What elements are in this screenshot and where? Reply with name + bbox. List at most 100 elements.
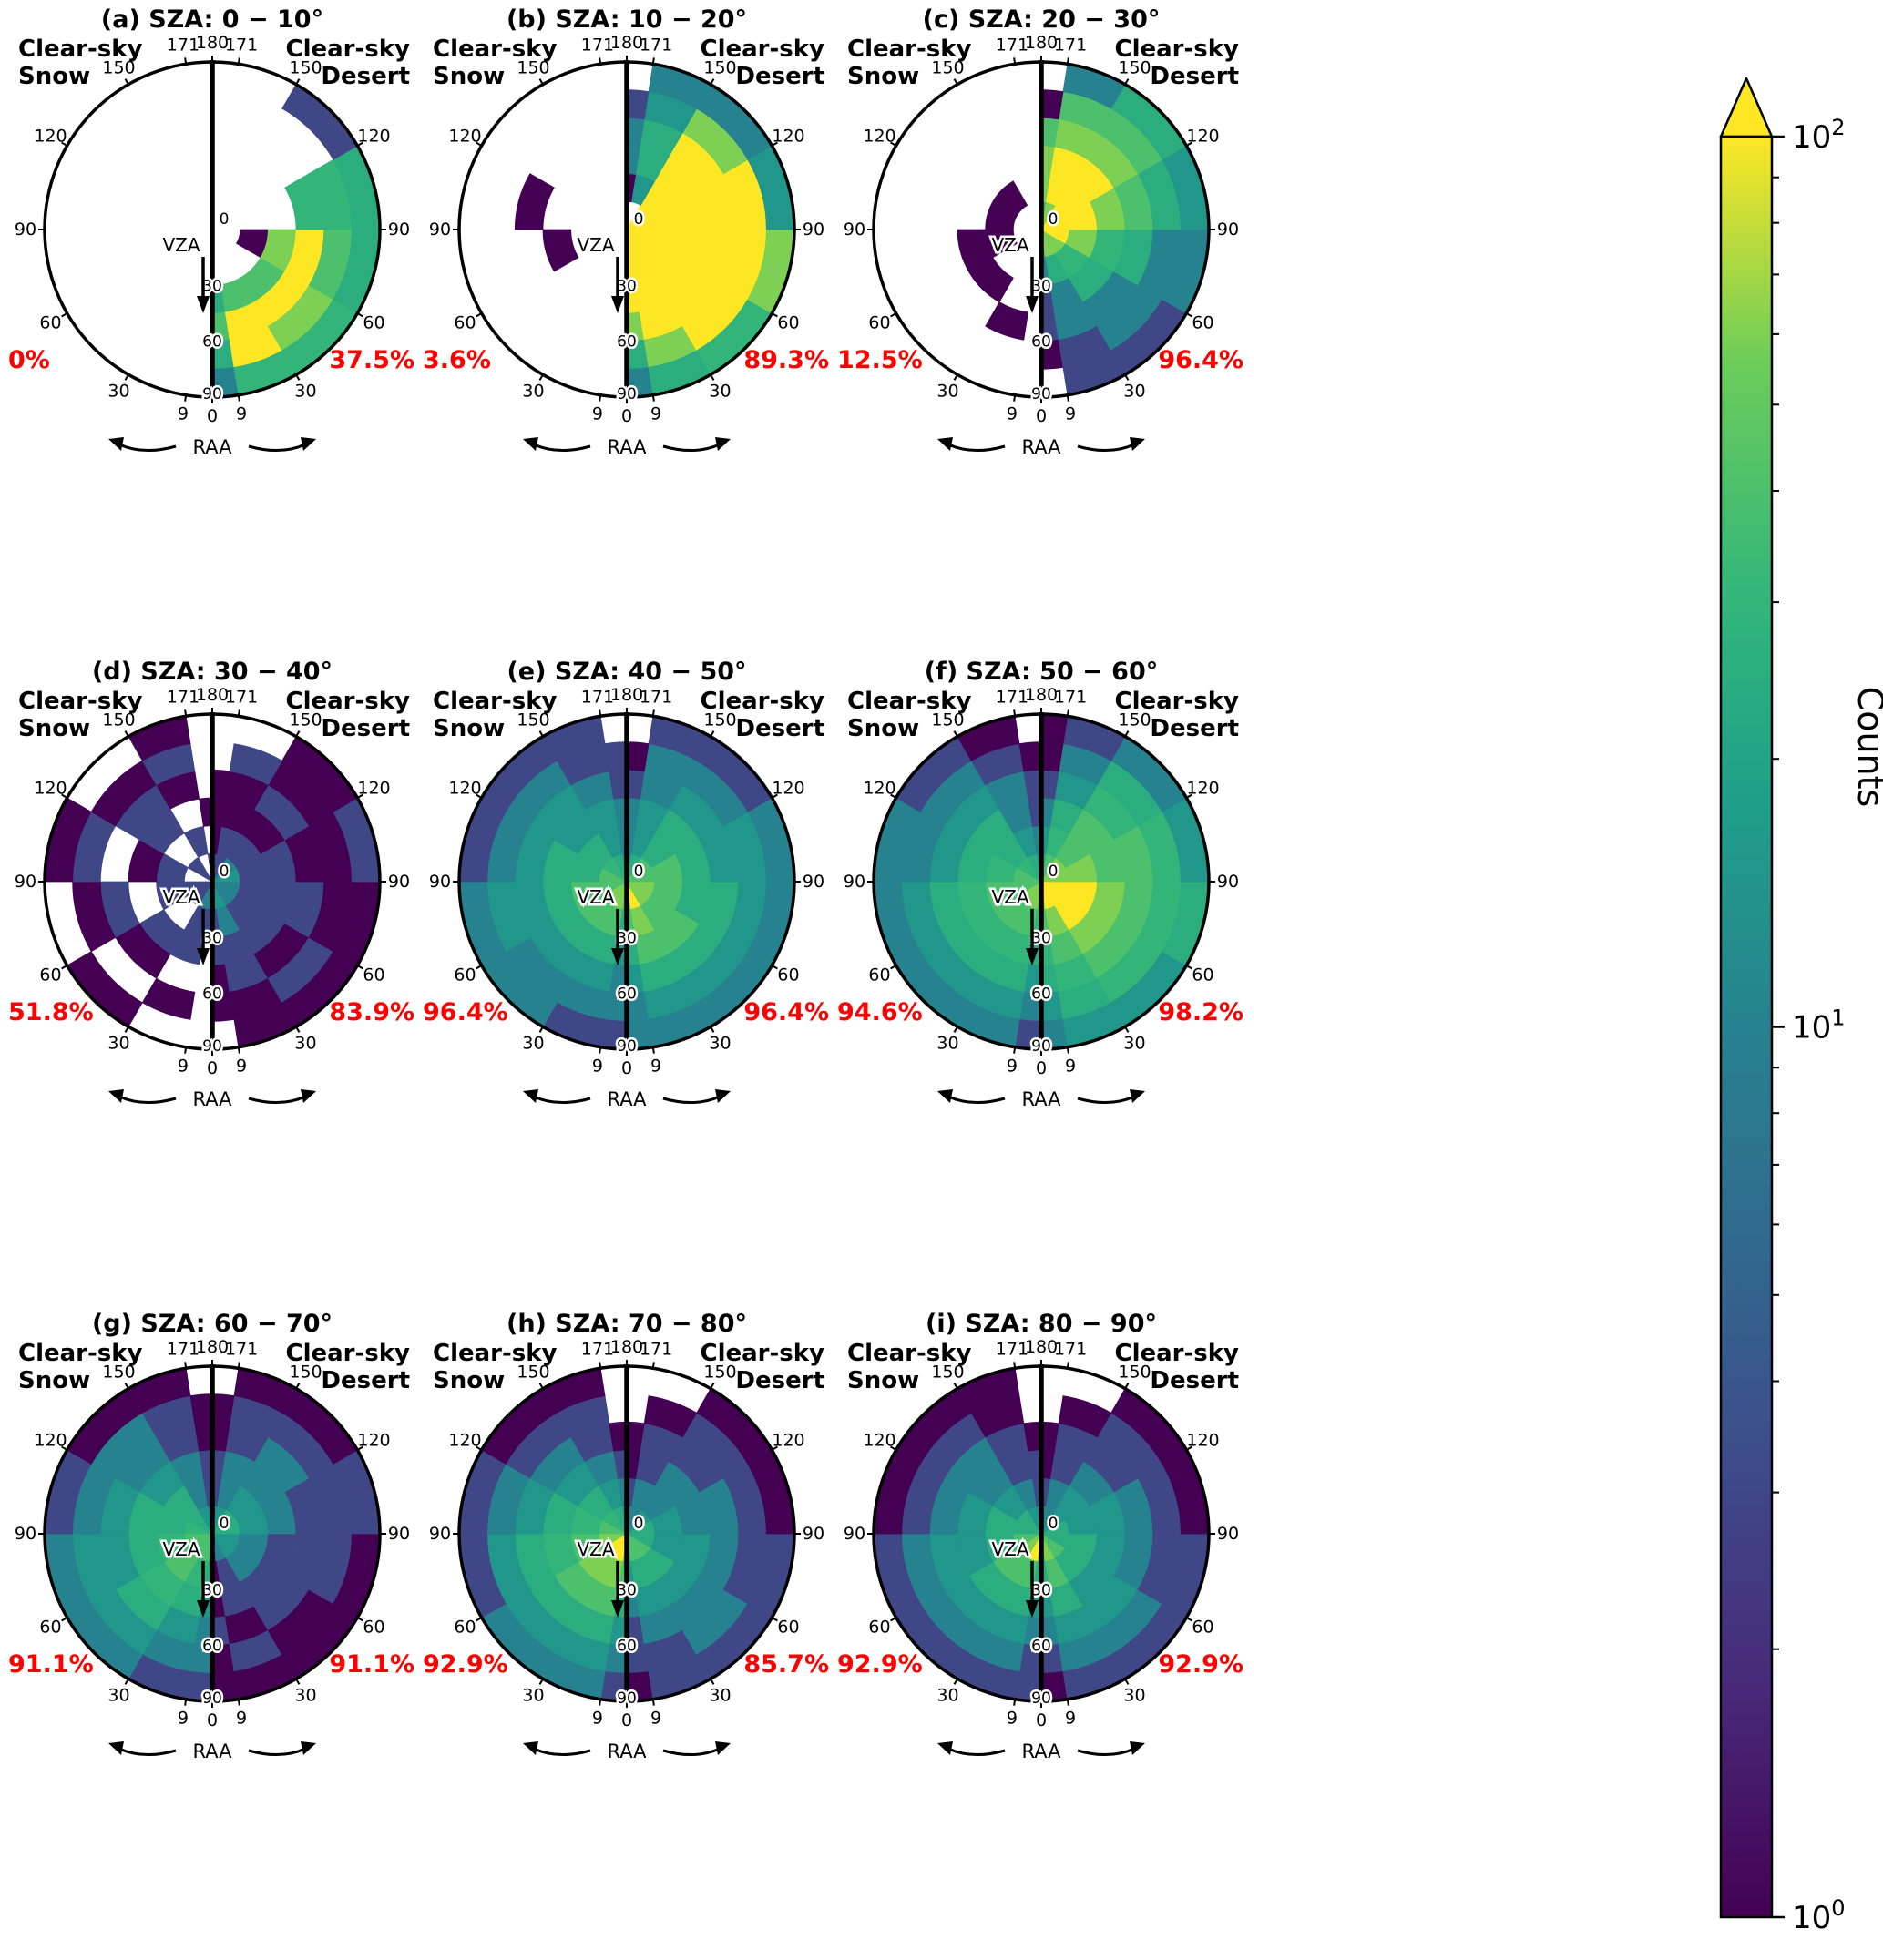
raa-tick-label: 30	[1123, 382, 1145, 402]
angle-tick	[476, 793, 483, 799]
angle-tick	[890, 1445, 897, 1451]
right-half-label: Desert	[321, 715, 410, 742]
raa-axis-label: RAA	[192, 1088, 232, 1110]
raa-tick-label: 0	[621, 1058, 632, 1078]
angle-tick	[1124, 373, 1130, 381]
raa-tick-label: 30	[294, 382, 316, 402]
raa-tick-label: 0	[207, 406, 218, 426]
raa-tick-label: 120	[772, 779, 804, 799]
right-half-label: Clear-sky	[1115, 688, 1240, 715]
raa-tick-label: 120	[772, 127, 804, 147]
raa-tick-label: 9	[178, 1057, 189, 1077]
colorbar-extend-arrow	[1719, 77, 1774, 138]
raa-tick-label: 150	[517, 58, 549, 78]
right-half-label: Clear-sky	[286, 688, 411, 715]
angle-tick	[771, 1617, 778, 1622]
raa-arrow-right	[662, 1095, 721, 1105]
snow-coverage-pct: 3.6%	[423, 346, 491, 374]
angle-tick	[184, 1046, 188, 1054]
raa-tick-label: 60	[454, 313, 476, 333]
angle-tick	[61, 1617, 68, 1622]
raa-tick-label: 60	[454, 1618, 476, 1638]
raa-arrow-left-head	[937, 1741, 953, 1755]
vza-tick-label: 30	[202, 929, 222, 947]
raa-tick-label: 150	[517, 1363, 549, 1383]
vza-tick-label: 0	[220, 1515, 230, 1533]
angle-tick	[356, 1617, 363, 1622]
angle-tick	[771, 141, 778, 147]
angle-tick	[538, 1383, 544, 1390]
raa-arrow-left	[533, 1095, 591, 1105]
raa-arrow-left	[947, 1095, 1006, 1105]
raa-tick-label: 150	[703, 1363, 736, 1383]
vza-axis-label: VZA	[577, 1538, 614, 1560]
raa-tick-label: 30	[107, 1034, 129, 1054]
angle-tick	[356, 312, 363, 318]
angle-tick	[237, 1362, 240, 1369]
heatmap-cells	[44, 1367, 381, 1702]
angle-tick	[651, 394, 655, 402]
vza-tick-label: 60	[1031, 333, 1051, 352]
raa-axis-label: RAA	[607, 1088, 647, 1110]
angle-tick	[890, 1617, 897, 1622]
raa-arrow-left	[118, 1095, 177, 1105]
angle-tick	[1013, 394, 1017, 402]
angle-tick	[237, 57, 240, 65]
raa-tick-label: 180	[1025, 685, 1058, 705]
panel-title: (i) SZA: 80 − 90°	[926, 1310, 1157, 1338]
panel-i: (i) SZA: 80 − 90° Clear-sky Snow Clear-sky D…	[829, 1304, 1243, 1956]
raa-tick-label: 150	[102, 710, 135, 730]
angle-tick	[61, 141, 68, 147]
left-half-label: Snow	[433, 715, 505, 742]
raa-arrow-left	[118, 1747, 177, 1757]
raa-tick-label: 60	[454, 965, 476, 985]
raa-tick-label: 171	[1054, 1340, 1087, 1360]
vza-tick-label: 60	[202, 1638, 222, 1656]
heatmap-cells	[458, 715, 795, 1050]
raa-tick-label: 9	[236, 1057, 247, 1077]
angle-tick	[1066, 1699, 1069, 1706]
vza-tick-label: 0	[634, 210, 644, 229]
raa-tick-label: 90	[803, 219, 824, 240]
raa-tick-label: 90	[844, 1524, 865, 1544]
raa-tick-label: 0	[621, 1710, 632, 1730]
angle-tick	[476, 312, 483, 318]
raa-tick-label: 60	[1192, 313, 1213, 333]
raa-tick-label: 0	[1036, 406, 1047, 426]
cell-desert	[1058, 1395, 1112, 1438]
vza-tick-label: 0	[1049, 210, 1059, 229]
panel-a: (a) SZA: 0 − 10° Clear-sky Snow Clear-sky De…	[0, 0, 414, 652]
raa-tick-label: 30	[522, 1686, 544, 1706]
raa-tick-label: 60	[39, 313, 61, 333]
heatmap-cells	[873, 713, 1210, 1050]
raa-tick-label: 60	[868, 965, 890, 985]
raa-tick-label: 171	[225, 688, 258, 708]
raa-tick-label: 120	[863, 1431, 895, 1451]
angle-tick	[61, 965, 68, 970]
raa-tick-label: 9	[178, 1709, 189, 1729]
desert-coverage-pct: 91.1%	[329, 1650, 414, 1679]
vza-arrow-head	[611, 1600, 624, 1618]
raa-arrow-left	[947, 443, 1006, 453]
vza-tick-label: 90	[202, 1037, 222, 1056]
right-half-label: Desert	[735, 63, 824, 90]
raa-arrow-left	[118, 443, 177, 453]
angle-tick	[124, 373, 129, 381]
angle-tick	[953, 78, 958, 86]
raa-tick-label: 60	[363, 1618, 384, 1638]
vza-tick-label: 30	[1031, 1581, 1051, 1599]
vza-tick-label: 90	[617, 1689, 637, 1708]
right-half-label: Clear-sky	[701, 36, 825, 63]
raa-tick-label: 120	[1186, 127, 1219, 147]
heatmap-cells	[514, 63, 795, 398]
angle-tick	[953, 1678, 958, 1685]
snow-coverage-pct: 92.9%	[423, 1650, 508, 1679]
angle-tick	[295, 730, 301, 738]
raa-tick-label: 9	[1007, 1709, 1018, 1729]
vza-tick-label: 30	[617, 929, 637, 947]
vza-axis-label: VZA	[162, 886, 200, 908]
right-half-label: Desert	[1150, 63, 1239, 90]
angle-tick	[237, 1046, 240, 1054]
angle-tick	[953, 373, 958, 381]
vza-tick-label: 60	[1031, 1638, 1051, 1656]
